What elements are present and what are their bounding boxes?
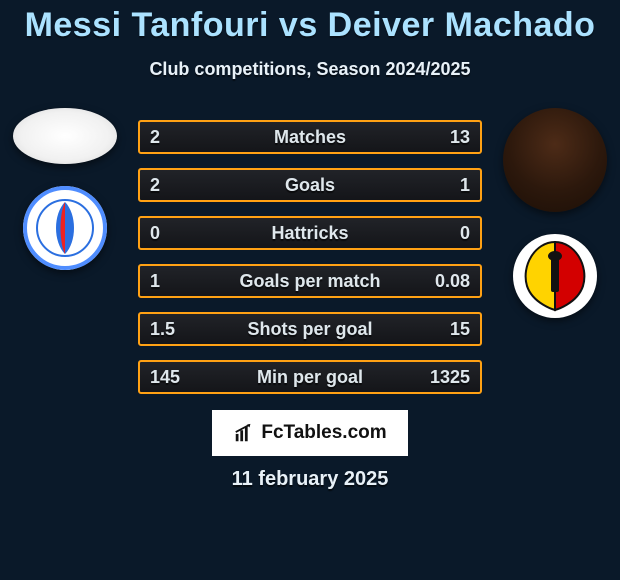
stat-row: 2 Matches 13 bbox=[138, 120, 482, 154]
site-attribution: FcTables.com bbox=[208, 406, 412, 460]
right-player-photo bbox=[503, 108, 607, 212]
stat-left-value: 2 bbox=[150, 122, 160, 152]
right-player-column bbox=[490, 108, 620, 318]
stat-label: Min per goal bbox=[257, 367, 363, 387]
stat-right-value: 0 bbox=[460, 218, 470, 248]
site-logo-icon bbox=[233, 422, 255, 444]
stat-right-value: 13 bbox=[450, 122, 470, 152]
left-player-photo bbox=[13, 108, 117, 164]
stat-right-value: 0.08 bbox=[435, 266, 470, 296]
stat-label: Goals per match bbox=[239, 271, 380, 291]
stat-left-value: 1 bbox=[150, 266, 160, 296]
stat-right-value: 15 bbox=[450, 314, 470, 344]
stat-row: 1 Goals per match 0.08 bbox=[138, 264, 482, 298]
left-player-column bbox=[0, 108, 130, 270]
subtitle: Club competitions, Season 2024/2025 bbox=[0, 59, 620, 80]
stat-label: Shots per goal bbox=[247, 319, 372, 339]
stat-left-value: 2 bbox=[150, 170, 160, 200]
stat-row: 0 Hattricks 0 bbox=[138, 216, 482, 250]
stat-row: 2 Goals 1 bbox=[138, 168, 482, 202]
stat-label: Goals bbox=[285, 175, 335, 195]
right-club-badge bbox=[513, 234, 597, 318]
stat-row: 1.5 Shots per goal 15 bbox=[138, 312, 482, 346]
stat-left-value: 0 bbox=[150, 218, 160, 248]
stat-row: 145 Min per goal 1325 bbox=[138, 360, 482, 394]
left-club-badge bbox=[23, 186, 107, 270]
stat-label: Hattricks bbox=[271, 223, 348, 243]
date-line: 11 february 2025 bbox=[0, 468, 620, 491]
site-name: FcTables.com bbox=[261, 422, 386, 444]
page-title: Messi Tanfouri vs Deiver Machado bbox=[0, 0, 620, 45]
stat-left-value: 145 bbox=[150, 362, 180, 392]
stat-label: Matches bbox=[274, 127, 346, 147]
stat-left-value: 1.5 bbox=[150, 314, 175, 344]
stat-bars: 2 Matches 13 2 Goals 1 0 Hattricks 0 1 Goals per m… bbox=[138, 120, 482, 408]
stat-right-value: 1 bbox=[460, 170, 470, 200]
stat-right-value: 1325 bbox=[430, 362, 470, 392]
